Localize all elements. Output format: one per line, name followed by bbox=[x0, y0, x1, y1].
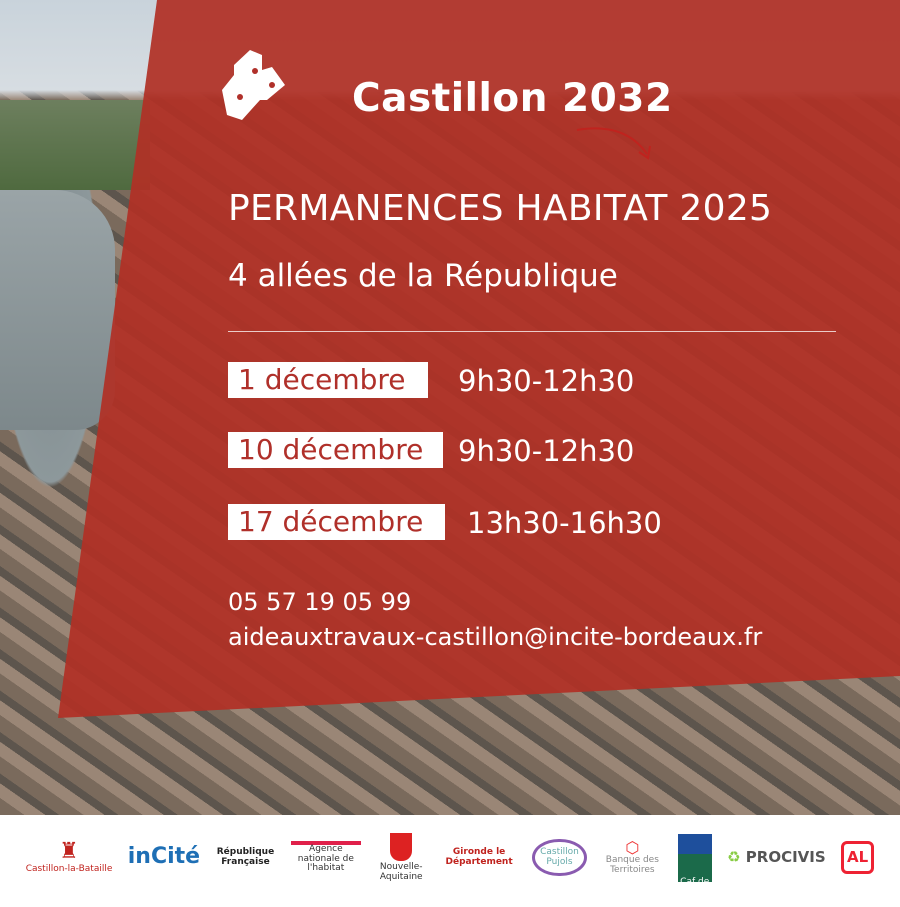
curved-arrow-icon bbox=[576, 127, 651, 160]
partner-logo-procivis: ♻ PROCIVIS bbox=[727, 848, 826, 867]
trees-area bbox=[0, 100, 150, 190]
brand-name: Castillon 2032 bbox=[352, 76, 673, 121]
page-title: PERMANENCES HABITAT 2025 bbox=[228, 188, 773, 229]
divider bbox=[228, 331, 836, 332]
partner-logo-nouvelle-aquitaine: Nouvelle-Aquitaine bbox=[376, 832, 426, 883]
session-time: 9h30-12h30 bbox=[458, 364, 635, 398]
phone-number[interactable]: 05 57 19 05 99 bbox=[228, 588, 412, 616]
address: 4 allées de la République bbox=[228, 258, 618, 294]
castillon-logo-icon bbox=[222, 50, 285, 120]
partner-logo-castillon: ♜ Castillon-la-Bataille bbox=[25, 839, 113, 874]
partner-logo-incite: inCité bbox=[127, 844, 201, 870]
partner-logo-caf: Caf de la Gironde bbox=[677, 833, 713, 906]
session-time: 9h30-12h30 bbox=[458, 434, 635, 468]
partner-logos: ♜ Castillon-la-Bataille inCité République… bbox=[0, 815, 900, 906]
email-address[interactable]: aideauxtravaux-castillon@incite-bordeaux… bbox=[228, 623, 763, 651]
partner-logo-anah: Agence nationale de l'habitat bbox=[290, 840, 361, 875]
session-date: 1 décembre bbox=[228, 362, 428, 398]
session-date: 17 décembre bbox=[228, 504, 445, 540]
partner-logo-al: AL bbox=[841, 841, 875, 874]
river bbox=[0, 190, 115, 430]
partner-logo-republique: République Française bbox=[216, 846, 275, 867]
partner-logo-banque-territoires: ⬡ Banque des Territoires bbox=[605, 837, 659, 876]
partner-logo-castillon-pujols: Castillon Pujols bbox=[531, 838, 587, 877]
session-time: 13h30-16h30 bbox=[467, 506, 662, 540]
partner-logo-gironde: Gironde le Département bbox=[445, 846, 513, 867]
session-date: 10 décembre bbox=[228, 432, 443, 468]
red-info-panel bbox=[58, 0, 900, 718]
